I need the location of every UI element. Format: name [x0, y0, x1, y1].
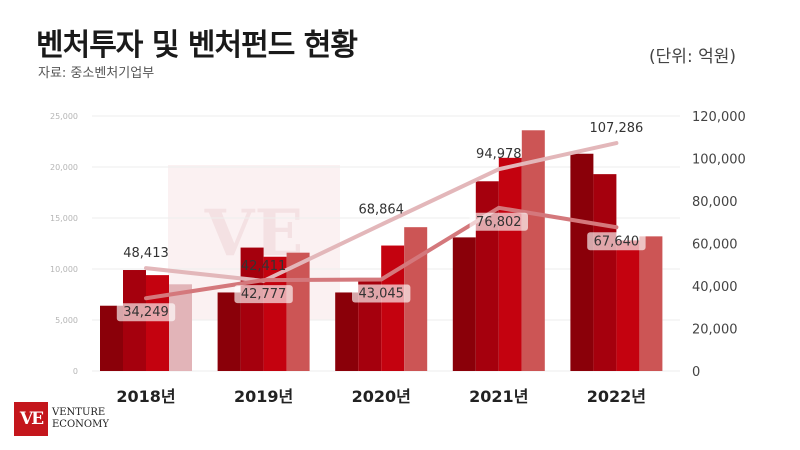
right-axis-tick-label: 20,000: [692, 323, 738, 338]
bar: [570, 153, 594, 371]
data-label-bg: [352, 284, 411, 303]
data-label-bg: [587, 232, 646, 251]
bar: [100, 305, 123, 371]
left-axis-tick-label: 15,000: [50, 214, 78, 223]
data-label: 42,777: [241, 287, 287, 302]
ve-logo-icon: VE: [14, 402, 48, 436]
unit-label: (단위: 억원): [649, 47, 736, 67]
category-label: 2019년: [234, 387, 293, 406]
bar: [498, 157, 522, 371]
data-label: 68,864: [358, 203, 404, 218]
category-label: 2021년: [469, 387, 528, 406]
bar: [358, 281, 382, 371]
right-axis-tick-label: 0: [692, 365, 700, 380]
series-line: [144, 205, 619, 301]
data-label: 34,249: [123, 305, 169, 320]
bar: [381, 245, 405, 371]
right-axis-tick-label: 120,000: [692, 110, 746, 125]
bar: [616, 240, 640, 371]
data-label: 48,413: [123, 246, 169, 261]
left-axis-tick-label: 0: [73, 367, 78, 376]
category-label: 2018년: [116, 387, 175, 406]
logo-text: VENTURE ECONOMY: [52, 407, 109, 431]
bar: [335, 292, 359, 371]
bar: [146, 275, 169, 371]
data-label: 43,045: [358, 287, 404, 302]
bar: [217, 292, 241, 371]
left-axis-tick-label: 10,000: [50, 265, 78, 274]
data-label: 76,802: [476, 215, 522, 230]
data-label: 67,640: [594, 234, 640, 249]
right-axis-tick-label: 40,000: [692, 280, 738, 295]
right-axis-tick-label: 60,000: [692, 238, 738, 253]
left-axis-tick-label: 20,000: [50, 163, 78, 172]
venture-economy-logo: VE VENTURE ECONOMY: [14, 402, 109, 436]
left-axis-tick-label: 5,000: [55, 316, 78, 325]
bar: [593, 174, 617, 371]
data-label: 94,978: [476, 147, 522, 162]
bar: [169, 284, 192, 371]
category-label: 2022년: [587, 387, 646, 406]
data-label-bg: [234, 285, 293, 304]
source-note: 자료: 중소벤처기업부: [38, 66, 155, 81]
bar: [286, 252, 310, 371]
series-line: [144, 141, 619, 283]
bar: [639, 236, 663, 371]
right-axis-tick-label: 100,000: [692, 153, 746, 168]
bar: [452, 237, 476, 371]
chart-title: 벤처투자 및 벤처펀드 현황: [36, 28, 358, 63]
data-label-bg: [469, 212, 528, 231]
left-axis-tick-label: 25,000: [50, 112, 78, 121]
bar: [521, 130, 545, 371]
category-label: 2020년: [352, 387, 411, 406]
logo-line-1: VENTURE: [52, 407, 106, 418]
data-label-bg: [116, 303, 176, 322]
right-axis-tick-label: 80,000: [692, 195, 738, 210]
logo-line-2: ECONOMY: [52, 419, 109, 430]
data-label: 42,411: [241, 259, 287, 274]
data-label: 107,286: [590, 121, 644, 136]
